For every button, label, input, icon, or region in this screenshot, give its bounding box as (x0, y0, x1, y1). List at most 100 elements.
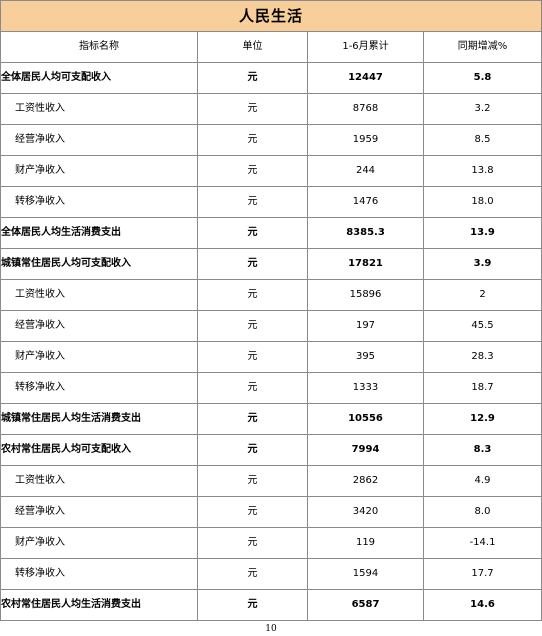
indicator-name-cell: 转移净收入 (0, 186, 198, 218)
growth-cell: 8.0 (422, 496, 542, 528)
unit-cell: 元 (197, 124, 308, 156)
table-row: 城镇常住居民人均可支配收入元 17821 3.9 (0, 248, 542, 280)
unit-cell: 元 (197, 248, 308, 280)
value-cell: 2862 (307, 465, 424, 497)
header-name: 指标名称 (0, 31, 198, 63)
value-cell: 119 (307, 527, 424, 559)
indicator-name-cell: 全体居民人均可支配收入 (0, 62, 198, 94)
table-row: 经营净收入元 3420 8.0 (0, 496, 542, 528)
value-cell: 7994 (307, 434, 424, 466)
growth-cell: 4.9 (422, 465, 542, 497)
table-row: 财产净收入元 244 13.8 (0, 155, 542, 187)
growth-cell: 45.5 (422, 310, 542, 342)
value-cell: 8385.3 (307, 217, 424, 249)
indicator-name-cell: 城镇常住居民人均可支配收入 (0, 248, 198, 280)
unit-cell: 元 (197, 62, 308, 94)
value-cell: 1476 (307, 186, 424, 218)
indicator-name-cell: 全体居民人均生活消费支出 (0, 217, 198, 249)
growth-cell: 14.6 (422, 589, 542, 621)
unit-cell: 元 (197, 341, 308, 373)
indicator-name-cell: 工资性收入 (0, 279, 198, 311)
table-row: 转移净收入元 1333 18.7 (0, 372, 542, 404)
growth-cell: 28.3 (422, 341, 542, 373)
table-row: 全体居民人均生活消费支出元 8385.3 13.9 (0, 217, 542, 249)
unit-cell: 元 (197, 155, 308, 187)
indicator-name-cell: 经营净收入 (0, 310, 198, 342)
header-value: 1-6月累计 (307, 31, 424, 63)
value-cell: 17821 (307, 248, 424, 280)
table-row: 全体居民人均可支配收入元 12447 5.8 (0, 62, 542, 94)
indicator-name-cell: 农村常住居民人均可支配收入 (0, 434, 198, 466)
growth-cell: 13.9 (422, 217, 542, 249)
growth-cell: 13.8 (422, 155, 542, 187)
people-living-table: 人民生活 指标名称 单位 1-6月累计 同期增减% 全体居民人均可支配收入元 12… (0, 0, 542, 621)
table-row: 工资性收入元 2862 4.9 (0, 465, 542, 497)
value-cell: 12447 (307, 62, 424, 94)
unit-cell: 元 (197, 496, 308, 528)
unit-cell: 元 (197, 217, 308, 249)
table-title: 人民生活 (0, 0, 542, 32)
growth-cell: 17.7 (422, 558, 542, 590)
value-cell: 1333 (307, 372, 424, 404)
table-row: 农村常住居民人均生活消费支出元 6587 14.6 (0, 589, 542, 621)
growth-cell: 18.7 (422, 372, 542, 404)
indicator-name-cell: 转移净收入 (0, 558, 198, 590)
value-cell: 8768 (307, 93, 424, 125)
table-row: 工资性收入元 15896 2 (0, 279, 542, 311)
table-row: 经营净收入元 197 45.5 (0, 310, 542, 342)
value-cell: 3420 (307, 496, 424, 528)
unit-cell: 元 (197, 558, 308, 590)
unit-cell: 元 (197, 186, 308, 218)
unit-cell: 元 (197, 372, 308, 404)
growth-cell: 18.0 (422, 186, 542, 218)
growth-cell: 5.8 (422, 62, 542, 94)
unit-cell: 元 (197, 403, 308, 435)
indicator-name-cell: 转移净收入 (0, 372, 198, 404)
indicator-name-cell: 城镇常住居民人均生活消费支出 (0, 403, 198, 435)
value-cell: 6587 (307, 589, 424, 621)
unit-cell: 元 (197, 310, 308, 342)
unit-cell: 元 (197, 527, 308, 559)
indicator-name-cell: 工资性收入 (0, 93, 198, 125)
value-cell: 1959 (307, 124, 424, 156)
growth-cell: 2 (422, 279, 542, 311)
table-row: 经营净收入元 1959 8.5 (0, 124, 542, 156)
table-row: 财产净收入元 119 -14.1 (0, 527, 542, 559)
growth-cell: 3.2 (422, 93, 542, 125)
header-row: 指标名称 单位 1-6月累计 同期增减% (0, 31, 542, 63)
table-row: 转移净收入元 1594 17.7 (0, 558, 542, 590)
unit-cell: 元 (197, 279, 308, 311)
value-cell: 1594 (307, 558, 424, 590)
indicator-name-cell: 农村常住居民人均生活消费支出 (0, 589, 198, 621)
growth-cell: -14.1 (422, 527, 542, 559)
unit-cell: 元 (197, 465, 308, 497)
growth-cell: 8.5 (422, 124, 542, 156)
indicator-name-cell: 财产净收入 (0, 527, 198, 559)
unit-cell: 元 (197, 93, 308, 125)
unit-cell: 元 (197, 589, 308, 621)
value-cell: 15896 (307, 279, 424, 311)
indicator-name-cell: 工资性收入 (0, 465, 198, 497)
indicator-name-cell: 财产净收入 (0, 341, 198, 373)
value-cell: 395 (307, 341, 424, 373)
table-row: 城镇常住居民人均生活消费支出元 10556 12.9 (0, 403, 542, 435)
page-number: 10 (265, 624, 277, 634)
table-row: 财产净收入元 395 28.3 (0, 341, 542, 373)
table-row: 工资性收入元 8768 3.2 (0, 93, 542, 125)
growth-cell: 3.9 (422, 248, 542, 280)
growth-cell: 8.3 (422, 434, 542, 466)
value-cell: 244 (307, 155, 424, 187)
indicator-name-cell: 经营净收入 (0, 124, 198, 156)
header-unit: 单位 (197, 31, 308, 63)
growth-cell: 12.9 (422, 403, 542, 435)
unit-cell: 元 (197, 434, 308, 466)
indicator-name-cell: 财产净收入 (0, 155, 198, 187)
value-cell: 10556 (307, 403, 424, 435)
table-row: 农村常住居民人均可支配收入元 7994 8.3 (0, 434, 542, 466)
table-row: 转移净收入元 1476 18.0 (0, 186, 542, 218)
header-growth: 同期增减% (422, 31, 542, 63)
table-body: 全体居民人均可支配收入元 12447 5.8 工资性收入元 8768 3.2 经营净收入元 1… (0, 62, 542, 621)
value-cell: 197 (307, 310, 424, 342)
indicator-name-cell: 经营净收入 (0, 496, 198, 528)
